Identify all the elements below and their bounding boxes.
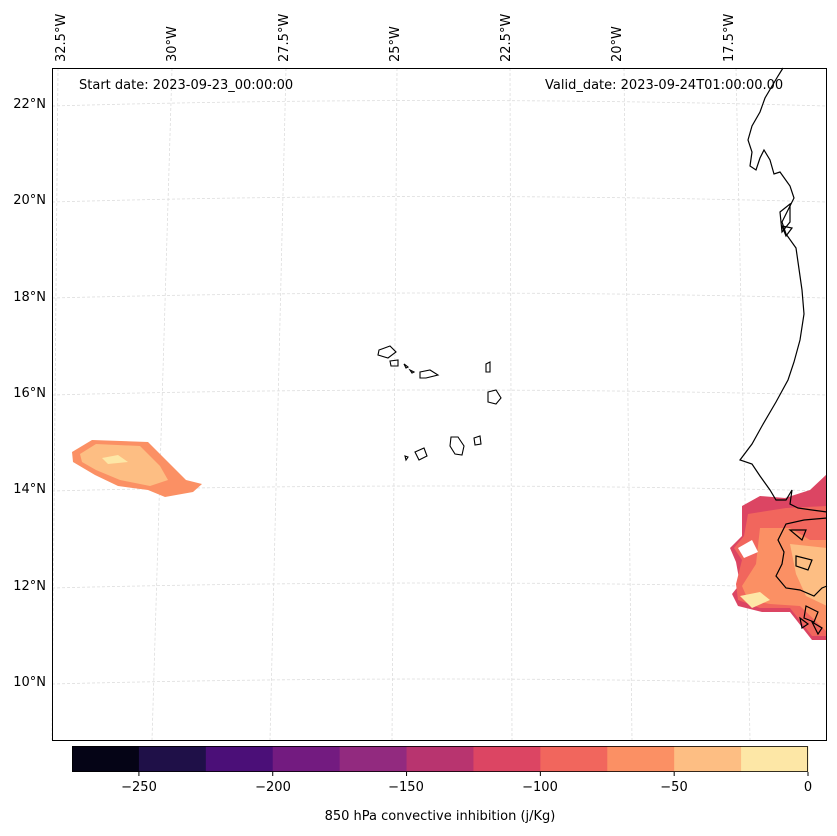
colorbar-swatch xyxy=(138,746,207,772)
cin-field-east xyxy=(730,474,827,640)
lon-label-30w: 30°W xyxy=(165,26,180,62)
colorbar-swatch xyxy=(339,746,408,772)
lon-label-20w: 20°W xyxy=(610,26,625,62)
colorbar-swatch xyxy=(72,746,140,772)
cin-field-west xyxy=(72,440,202,497)
colorbar-swatch xyxy=(272,746,341,772)
map-frame xyxy=(52,68,827,741)
colorbar-tick-label: −50 xyxy=(660,780,688,795)
lat-label-20n: 20°N xyxy=(13,193,46,208)
coastline-africa xyxy=(739,67,828,636)
colorbar-title: 850 hPa convective inhibition (j/Kg) xyxy=(324,809,556,824)
start-date: Start date: 2023-09-23_00:00:00 xyxy=(79,78,294,93)
colorbar-swatch xyxy=(406,746,474,772)
colorbar-tick-label: −250 xyxy=(121,780,157,795)
lat-label-10n: 10°N xyxy=(13,675,46,690)
lat-label-18n: 18°N xyxy=(13,290,46,305)
colorbar-swatch xyxy=(205,746,274,772)
colorbar-tick-label: 0 xyxy=(803,780,813,795)
colorbar xyxy=(72,746,809,772)
colorbar-ticks xyxy=(138,772,809,776)
colorbar-swatch xyxy=(473,746,541,772)
lon-label-32-5w: 32.5°W xyxy=(54,13,69,62)
colorbar-swatch xyxy=(674,746,742,772)
lat-label-16n: 16°N xyxy=(13,386,46,401)
lon-label-17-5w: 17.5°W xyxy=(722,13,737,62)
colorbar-tick-label: −200 xyxy=(255,780,291,795)
colorbar-swatch xyxy=(741,746,809,772)
valid-date: Valid_date: 2023-09-24T01:00:00.00 xyxy=(545,78,784,93)
lon-label-22-5w: 22.5°W xyxy=(499,13,514,62)
colorbar-frame xyxy=(72,746,808,772)
lat-label-12n: 12°N xyxy=(13,579,46,594)
graticule xyxy=(51,67,828,741)
colorbar-tick-label: −100 xyxy=(522,780,558,795)
cape-verde-islands xyxy=(377,345,502,462)
lat-label-22n: 22°N xyxy=(13,97,46,112)
lon-label-27-5w: 27.5°W xyxy=(277,13,292,62)
colorbar-swatch xyxy=(540,746,608,772)
lon-label-25w: 25°W xyxy=(388,26,403,62)
colorbar-tick-label: −150 xyxy=(388,780,424,795)
colorbar-swatch xyxy=(607,746,675,772)
lat-label-14n: 14°N xyxy=(13,482,46,497)
